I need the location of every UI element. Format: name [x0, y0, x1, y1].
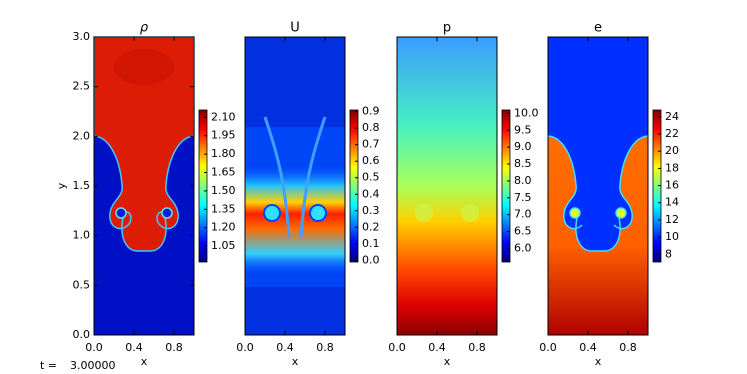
colorbar-tick-label: 1.80 [211, 147, 236, 160]
colorbar [349, 109, 359, 263]
colorbar-tick-label: 18 [665, 161, 679, 174]
colorbar-tick-label: 0.7 [362, 138, 380, 151]
y-tick-label: 0.5 [73, 278, 91, 291]
plot-frame [547, 36, 649, 336]
y-tick-label: 1.0 [73, 229, 91, 242]
colorbar [198, 109, 208, 263]
colorbar-tick-label: 6.0 [514, 241, 532, 254]
colorbar-tick-label: 1.95 [211, 129, 236, 142]
colorbar-tick-label: 20 [665, 144, 679, 157]
x-axis-label: x [292, 355, 299, 368]
plot-frame [244, 36, 346, 336]
colorbar-tick-label: 8 [665, 247, 672, 260]
x-axis-label: x [595, 355, 602, 368]
colorbar-tick-label: 8.5 [514, 157, 532, 170]
x-tick-label: 0.0 [539, 341, 557, 354]
colorbar-tick-label: 1.05 [211, 239, 236, 252]
colorbar-tick-label: 24 [665, 110, 679, 123]
panel-title: e [594, 21, 602, 36]
y-axis-label: y [55, 182, 68, 189]
colorbar-tick-label: 0.3 [362, 204, 380, 217]
x-tick-label: 0.8 [619, 341, 637, 354]
x-tick-label: 0.0 [85, 341, 103, 354]
x-tick-label: 0.8 [316, 341, 334, 354]
panel-title: p [443, 21, 451, 36]
colorbar [501, 109, 511, 263]
colorbar-tick-label: 6.5 [514, 225, 532, 238]
x-axis-label: x [444, 355, 451, 368]
y-tick-label: 1.5 [73, 179, 91, 192]
colorbar-tick-label: 1.65 [211, 166, 236, 179]
colorbar-tick-label: 16 [665, 179, 679, 192]
x-tick-label: 0.4 [276, 341, 294, 354]
panel-title: U [290, 21, 300, 36]
colorbar-tick-label: 0.8 [362, 121, 380, 134]
colorbar-tick-label: 8.0 [514, 174, 532, 187]
footer-label: t = [40, 359, 57, 372]
x-tick-label: 0.4 [428, 341, 446, 354]
panel-title: ρ [140, 21, 149, 36]
colorbar-tick-label: 1.50 [211, 184, 236, 197]
colorbar-tick-label: 0.5 [362, 171, 380, 184]
y-tick-label: 2.5 [73, 80, 91, 93]
colorbar-tick-label: 10 [665, 230, 679, 243]
colorbar-tick-label: 7.5 [514, 191, 532, 204]
colorbar-tick-label: 9.5 [514, 123, 532, 136]
y-tick-label: 2.0 [73, 129, 91, 142]
plot-frame [396, 36, 498, 336]
x-tick-label: 0.0 [236, 341, 254, 354]
colorbar-tick-label: 10.0 [514, 106, 539, 119]
colorbar-tick-label: 12 [665, 213, 679, 226]
y-tick-label: 0.0 [73, 328, 91, 341]
colorbar-tick-label: 0.6 [362, 154, 380, 167]
colorbar-tick-label: 0.9 [362, 105, 380, 118]
x-tick-label: 0.4 [579, 341, 597, 354]
colorbar-tick-label: 9.0 [514, 140, 532, 153]
colorbar-tick-label: 0.2 [362, 220, 380, 233]
colorbar-tick-label: 2.10 [211, 110, 236, 123]
colorbar-tick-label: 0.1 [362, 237, 380, 250]
x-tick-label: 0.4 [125, 341, 143, 354]
colorbar-tick-label: 1.35 [211, 202, 236, 215]
footer-time: 3.00000 [70, 359, 116, 372]
colorbar-tick-label: 1.20 [211, 221, 236, 234]
x-tick-label: 0.8 [165, 341, 183, 354]
colorbar-tick-label: 0.4 [362, 187, 380, 200]
colorbar-tick-label: 14 [665, 196, 679, 209]
x-axis-label: x [141, 355, 148, 368]
x-tick-label: 0.8 [468, 341, 486, 354]
x-tick-label: 0.0 [388, 341, 406, 354]
colorbar-tick-label: 7.0 [514, 208, 532, 221]
colorbar-tick-label: 0.0 [362, 253, 380, 266]
y-tick-label: 3.0 [73, 30, 91, 43]
colorbar-tick-label: 22 [665, 127, 679, 140]
heatmap-fields [93, 36, 649, 335]
